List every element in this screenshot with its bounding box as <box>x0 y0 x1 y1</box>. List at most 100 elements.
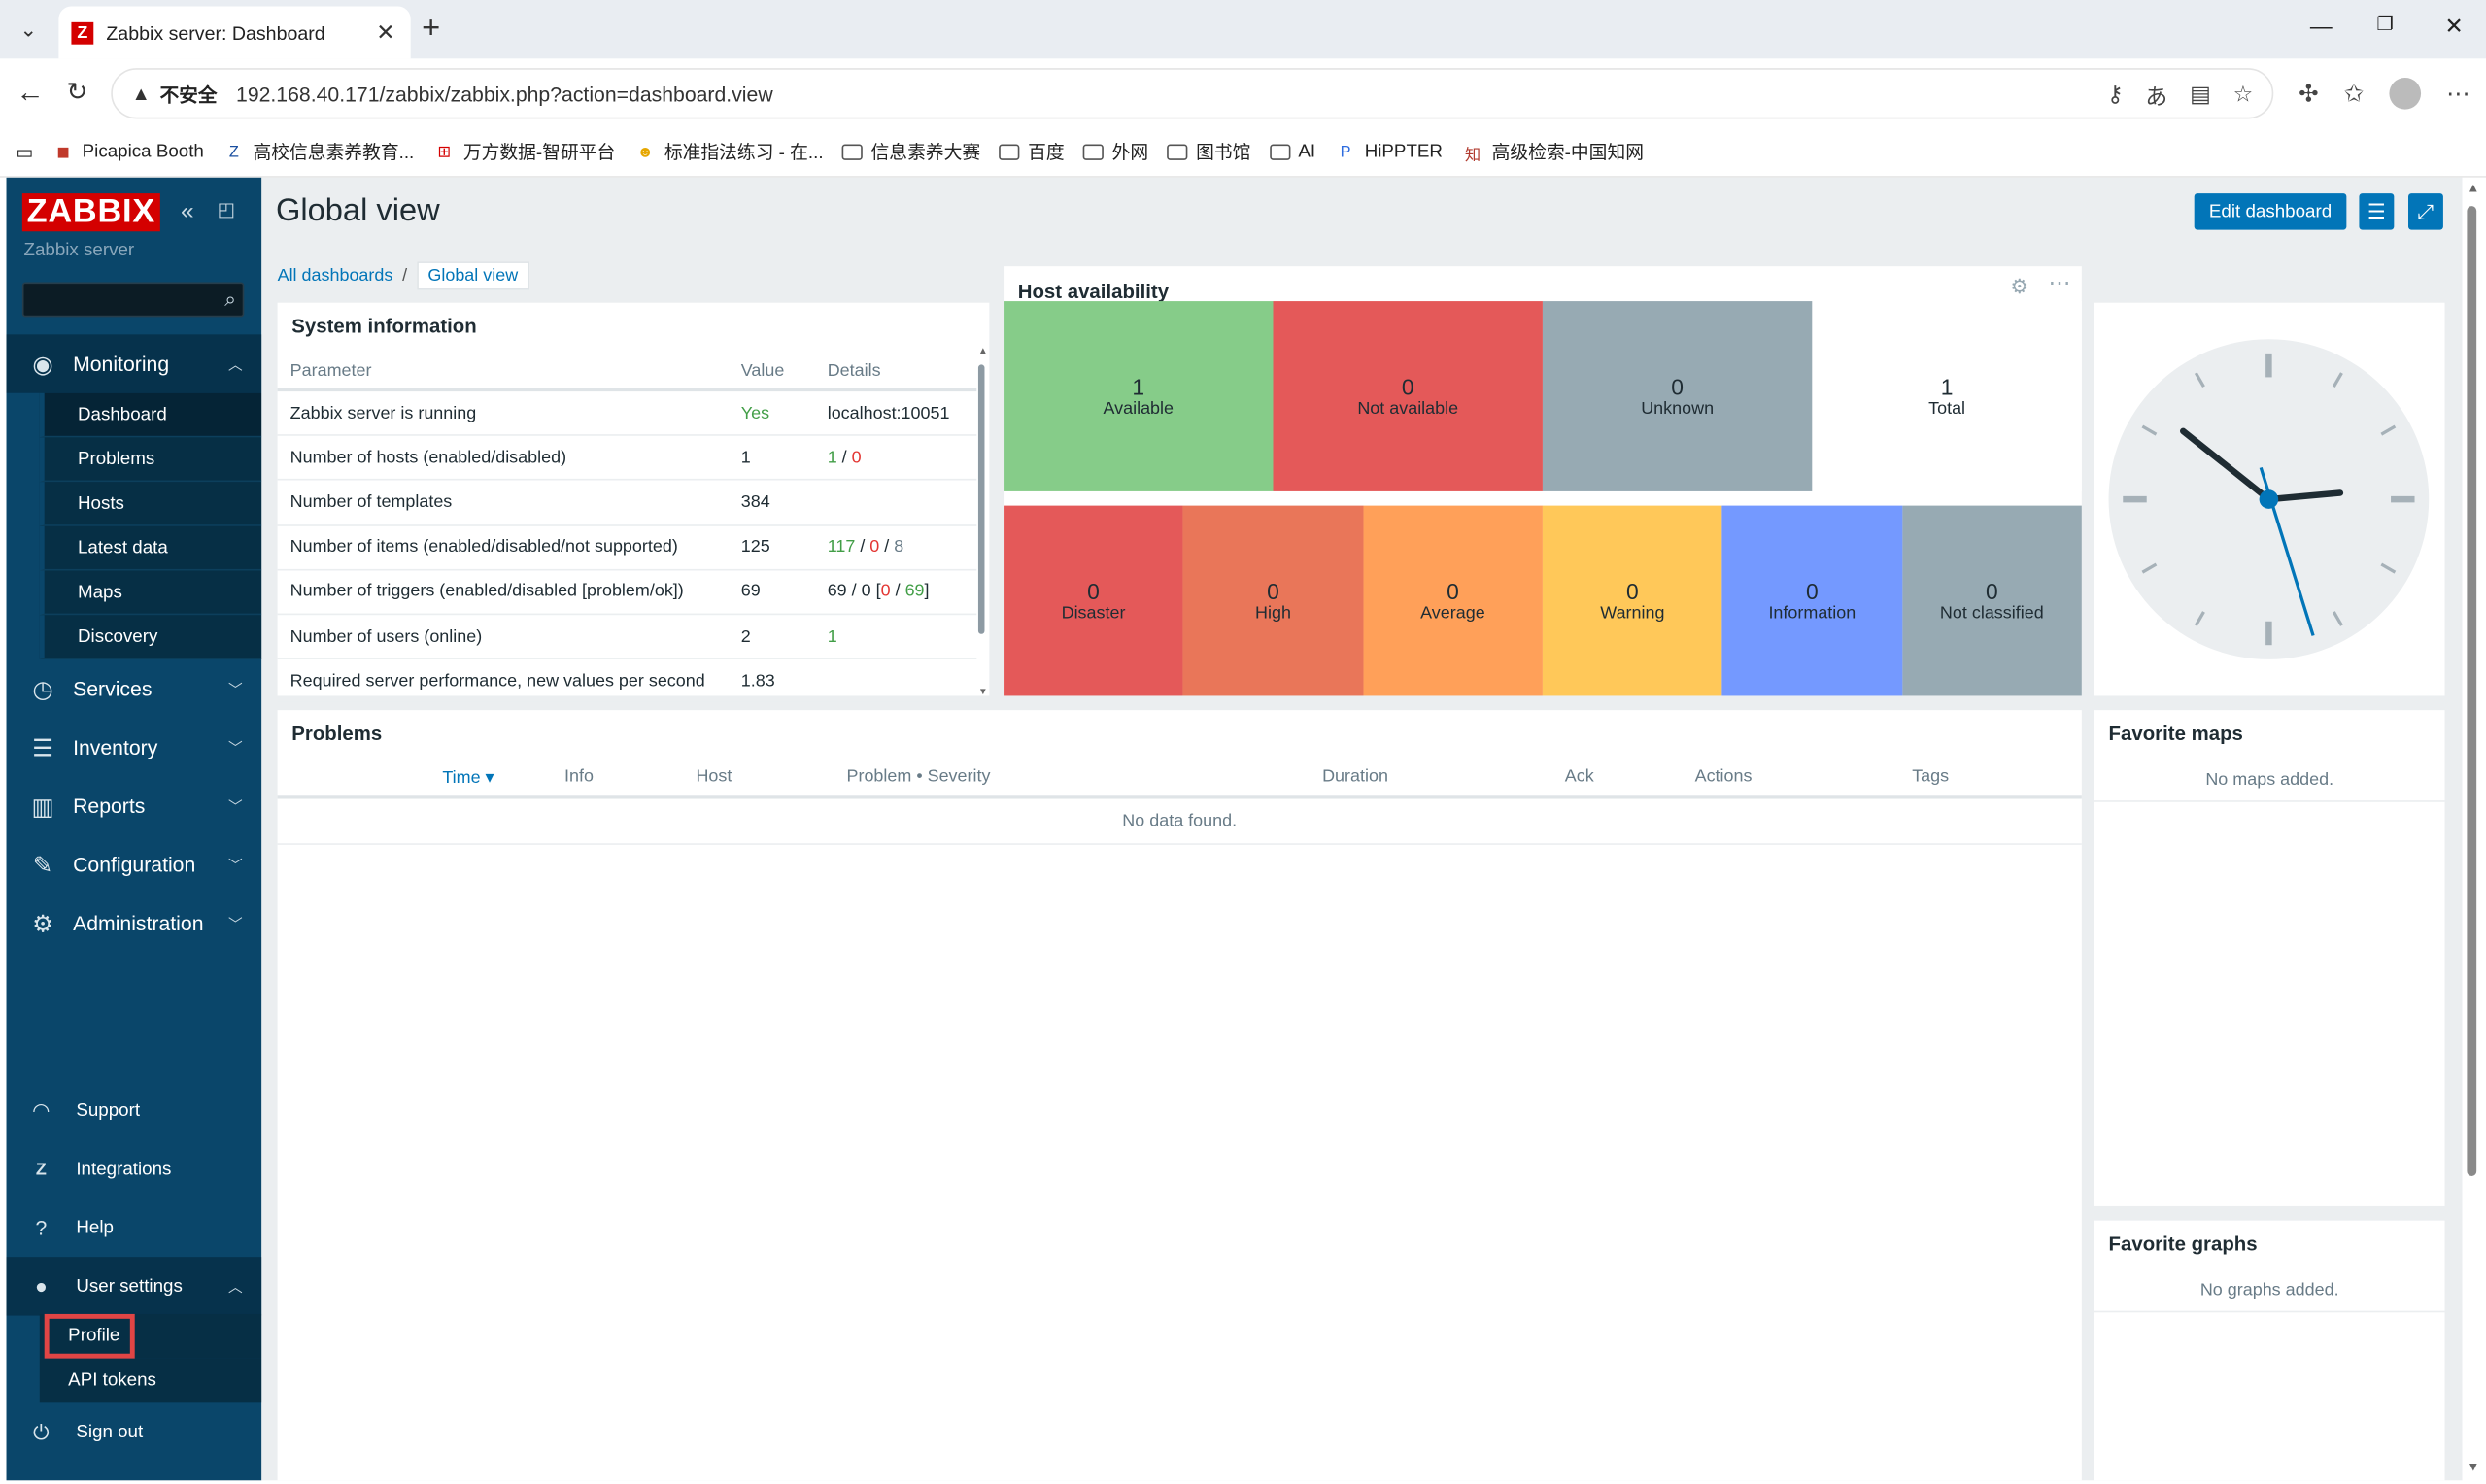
menu-item-latest-data[interactable]: Latest data <box>39 525 262 571</box>
reload-icon[interactable]: ↻ <box>66 79 88 107</box>
severity-cell[interactable]: 0 Information <box>1721 505 1902 696</box>
edit-dashboard-button[interactable]: Edit dashboard <box>2194 193 2347 230</box>
column-header-time[interactable]: Time ▾ <box>442 768 494 789</box>
menu-configuration-label: Configuration <box>73 853 196 877</box>
menu-services[interactable]: ◷ Services ﹀ <box>7 659 262 718</box>
smile-icon: ☻ <box>636 143 654 161</box>
menu-item-profile[interactable]: Profile <box>39 1313 262 1359</box>
minimize-icon[interactable]: — <box>2309 13 2333 39</box>
menu-integrations[interactable]: Z Integrations <box>7 1139 262 1197</box>
bookmark-item[interactable]: ◼ Picapica Booth <box>52 142 204 162</box>
menu-configuration[interactable]: ✎ Configuration ﹀ <box>7 835 262 894</box>
availability-cell[interactable]: 0 Not available <box>1273 301 1543 491</box>
window-close-icon[interactable]: ✕ <box>2444 13 2464 39</box>
breadcrumb-all-dashboards[interactable]: All dashboards <box>277 265 393 285</box>
menu-item-problems[interactable]: Problems <box>39 437 262 483</box>
clock-tick <box>2332 611 2343 626</box>
scroll-up-icon[interactable]: ▲ <box>2467 181 2480 195</box>
more-options-icon[interactable]: ⋯ <box>2048 269 2071 295</box>
availability-label: Available <box>1103 399 1175 419</box>
page-scrollbar[interactable]: ▲ ▼ <box>2462 177 2486 1481</box>
menu-help-label: Help <box>76 1218 114 1237</box>
star-icon[interactable]: ☆ <box>2232 81 2254 107</box>
sidebar-search-input[interactable]: ⌕ <box>21 282 245 318</box>
key-icon[interactable]: ⚷ <box>2106 81 2124 107</box>
availability-cell[interactable]: 1 Total <box>1812 301 2082 491</box>
new-tab-icon[interactable]: + <box>422 11 441 47</box>
menu-user-settings[interactable]: ● User settings ︿ <box>6 1257 262 1316</box>
severity-cell[interactable]: 0 Warning <box>1542 505 1722 696</box>
dashboard-menu-icon[interactable]: ☰ <box>2359 193 2395 230</box>
severity-cell[interactable]: 0 Average <box>1362 505 1543 696</box>
scroll-down-icon[interactable]: ▼ <box>2467 1460 2480 1474</box>
menu-item-maps[interactable]: Maps <box>39 570 262 616</box>
details-cell: 117 / 0 / 8 <box>827 537 904 557</box>
profile-avatar-icon[interactable] <box>2389 77 2422 110</box>
menu-monitoring[interactable]: ◉ Monitoring ︿ <box>6 334 262 393</box>
menu-sign-out[interactable]: ⏻ Sign out <box>7 1402 262 1461</box>
gear-icon[interactable]: ⚙ <box>2010 274 2029 298</box>
system-info-table: Parameter Value Details Zabbix server is… <box>277 352 977 705</box>
collapse-sidebar-icon[interactable]: « <box>181 198 194 225</box>
omnibox[interactable]: ▲ 不安全 192.168.40.171/zabbix/zabbix.php?a… <box>111 68 2274 119</box>
widget-scrollbar[interactable]: ▲ ▼ <box>977 347 988 697</box>
favorite-maps-widget: Favorite maps No maps added. <box>2094 710 2445 1206</box>
severity-cell[interactable]: 0 High <box>1183 505 1363 696</box>
severity-count: 0 <box>1626 578 1639 604</box>
bookmark-item[interactable]: 信息素养大赛 <box>842 140 980 165</box>
menu-administration[interactable]: ⚙ Administration ﹀ <box>7 894 262 952</box>
bookmark-item[interactable]: 知高级检索-中国知网 <box>1462 140 1644 165</box>
menu-item-dashboard[interactable]: Dashboard <box>39 392 262 438</box>
chevron-up-icon: ︿ <box>227 356 243 373</box>
translate-icon[interactable]: あ <box>2145 84 2168 110</box>
tab-title: Zabbix server: Dashboard <box>106 21 325 44</box>
menu-inventory[interactable]: ☰ Inventory ﹀ <box>7 718 262 776</box>
extensions-icon[interactable]: ✣ <box>2299 81 2319 108</box>
bookmarks-toggle-icon[interactable]: ▭ <box>16 144 34 164</box>
close-tab-icon[interactable]: ✕ <box>376 18 395 45</box>
bookmark-item[interactable]: Z 高校信息素养教育... <box>222 140 414 165</box>
scroll-down-icon[interactable]: ▼ <box>977 688 988 698</box>
bookmark-item[interactable]: AI <box>1269 143 1315 161</box>
restore-icon[interactable]: ❐ <box>2376 13 2394 35</box>
severity-label: Average <box>1420 603 1485 624</box>
severity-cell[interactable]: 0 Not classified <box>1901 505 2082 696</box>
breadcrumb-current[interactable]: Global view <box>416 260 529 289</box>
back-icon[interactable]: ← <box>16 76 45 108</box>
bookmark-item[interactable]: 外网 <box>1083 140 1148 165</box>
tab-list-button[interactable]: ⌄ <box>19 17 38 42</box>
favorites-icon[interactable]: ✩ <box>2343 81 2365 108</box>
menu-integrations-label: Integrations <box>76 1159 172 1179</box>
scrollbar-thumb[interactable] <box>977 364 985 634</box>
browser-tab[interactable]: Z Zabbix server: Dashboard ✕ <box>58 6 411 59</box>
menu-monitoring-label: Monitoring <box>73 352 170 376</box>
fullscreen-icon[interactable]: ⤢ <box>2408 193 2443 230</box>
zabbix-logo[interactable]: ZABBIX <box>21 193 160 232</box>
chevron-down-icon: ﹀ <box>227 740 243 757</box>
reader-icon[interactable]: ▤ <box>2190 81 2211 107</box>
bookmark-item[interactable]: 图书馆 <box>1167 140 1250 165</box>
bookmark-item[interactable]: 百度 <box>999 140 1065 165</box>
column-header: Problem • Severity <box>846 766 991 787</box>
menu-item-discovery[interactable]: Discovery <box>39 615 262 659</box>
scroll-up-icon[interactable]: ▲ <box>977 347 988 357</box>
availability-cell[interactable]: 1 Available <box>1004 301 1274 491</box>
favorite-graphs-widget: Favorite graphs No graphs added. <box>2094 1220 2445 1481</box>
search-icon[interactable]: ⌕ <box>224 287 237 311</box>
bookmark-item[interactable]: P HiPPTER <box>1335 142 1443 162</box>
scrollbar-thumb[interactable] <box>2467 206 2477 1176</box>
menu-help[interactable]: ? Help <box>7 1198 262 1257</box>
menu-item-api-tokens[interactable]: API tokens <box>39 1358 262 1403</box>
kiosk-mode-icon[interactable]: ◰ <box>217 198 236 220</box>
menu-support[interactable]: ◠ Support <box>7 1081 262 1139</box>
clock-tick <box>2380 562 2397 574</box>
bookmark-item[interactable]: ☻ 标准指法练习 - 在... <box>634 140 824 165</box>
availability-cell[interactable]: 0 Unknown <box>1542 301 1813 491</box>
menu-reports[interactable]: ▥ Reports ﹀ <box>7 777 262 835</box>
bookmark-item[interactable]: ⊞ 万方数据-智研平台 <box>433 140 615 165</box>
cog-icon: ⚙ <box>32 910 54 938</box>
more-icon[interactable]: ⋯ <box>2446 81 2470 108</box>
menu-item-hosts[interactable]: Hosts <box>39 482 262 526</box>
severity-cell[interactable]: 0 Disaster <box>1004 505 1184 696</box>
url-text[interactable]: 192.168.40.171/zabbix/zabbix.php?action=… <box>236 82 773 106</box>
